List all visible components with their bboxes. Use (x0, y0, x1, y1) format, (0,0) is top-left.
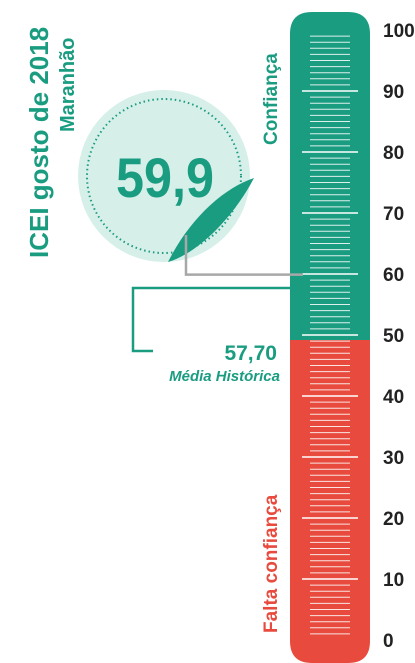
tick-label: 90 (383, 82, 404, 103)
tick-label: 50 (383, 326, 404, 347)
zone-falta-confianca (290, 340, 370, 663)
tick-label: 40 (383, 387, 404, 408)
tick-label: 20 (383, 509, 404, 530)
minor-tick-marks (302, 35, 358, 635)
tick-label: 10 (383, 570, 404, 591)
tick-label: 80 (383, 143, 404, 164)
axis-tick-labels: 0 10 20 30 40 50 60 70 80 90 100 (383, 21, 415, 652)
historical-average-label: Média Histórica (169, 368, 280, 385)
tick-label: 60 (383, 265, 404, 286)
value-badge-dotted-ring (86, 98, 242, 254)
chart-subtitle: Maranhão (57, 38, 79, 132)
thermometer (290, 12, 370, 663)
tick-label: 100 (383, 21, 415, 42)
chart-title: ICEI gosto de 2018 (24, 27, 54, 258)
tick-label: 70 (383, 204, 404, 225)
page-curl (168, 178, 254, 262)
value-badge: 59,9 (78, 90, 254, 262)
tick-label: 0 (383, 631, 394, 652)
value-label: 59,9 (116, 146, 214, 209)
tick-label: 30 (383, 448, 404, 469)
historical-average-bracket (131, 286, 303, 353)
zone-label-confianca: Confiança (261, 53, 282, 145)
historical-average-value: 57,70 (224, 342, 277, 365)
zone-label-falta-confianca: Falta confiança (261, 494, 282, 633)
value-leader-line (184, 235, 303, 276)
